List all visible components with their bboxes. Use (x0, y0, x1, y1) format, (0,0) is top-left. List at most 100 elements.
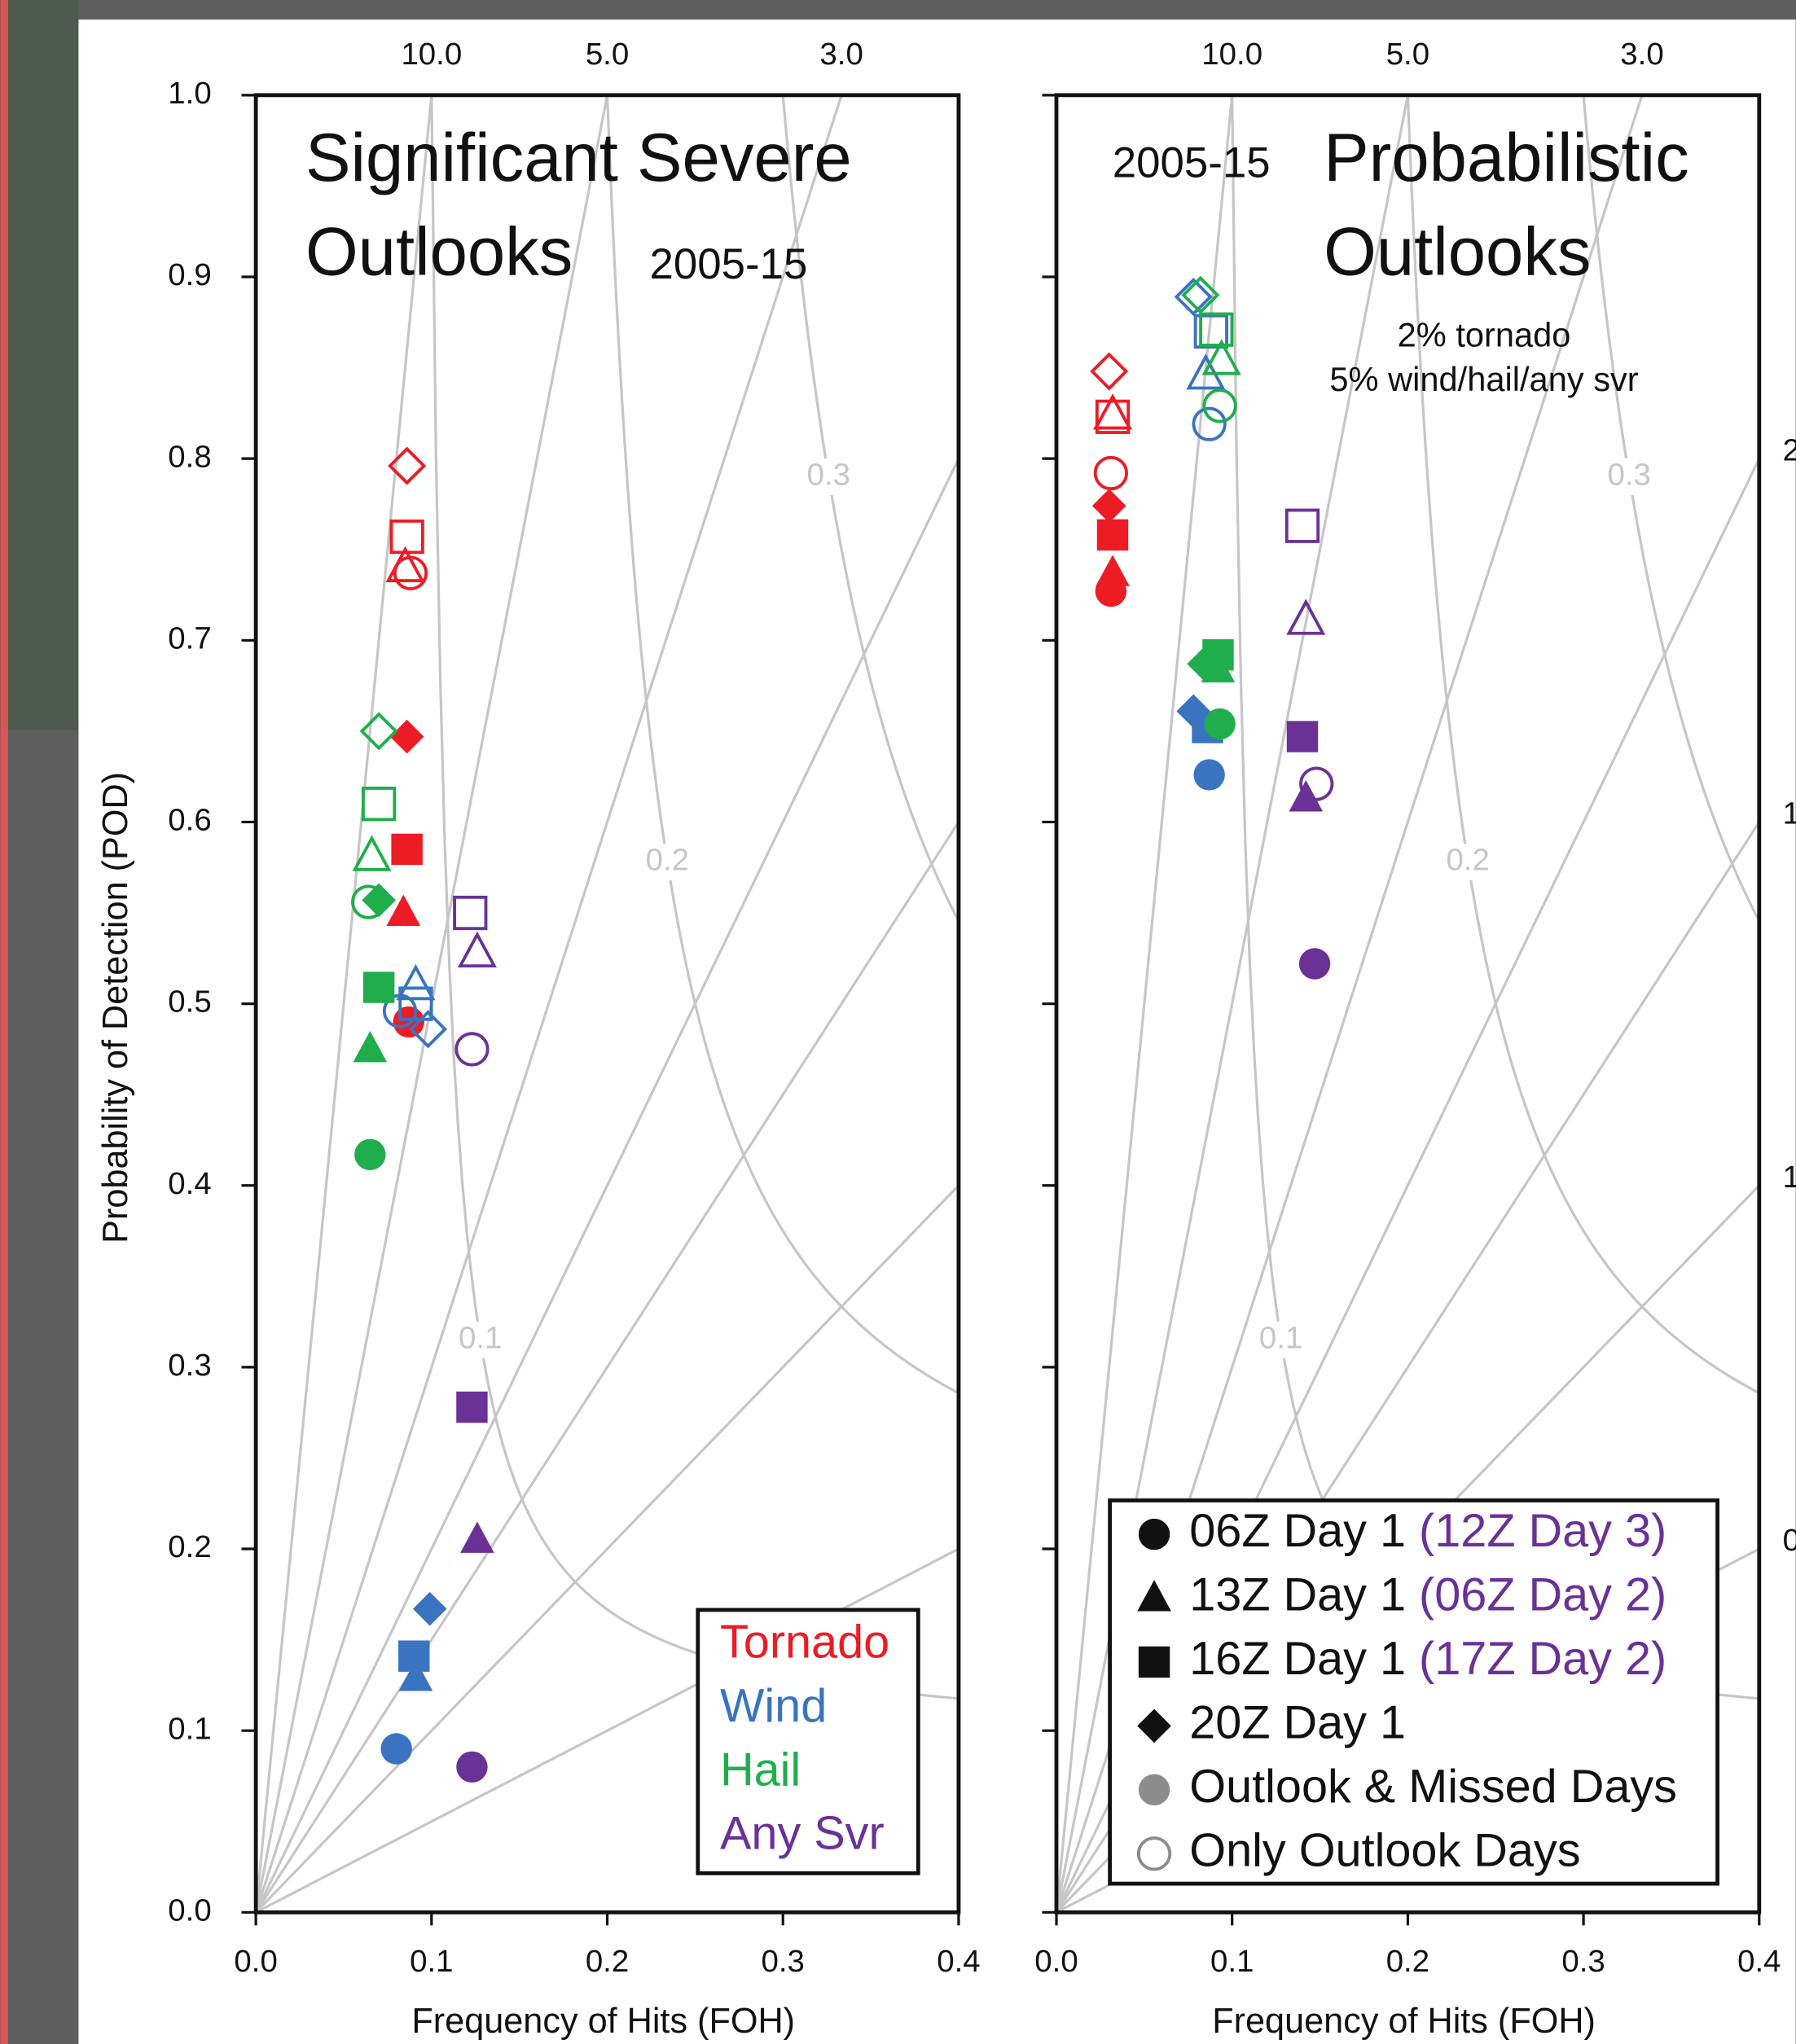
background-strip (0, 0, 79, 730)
marker-circle (1138, 1518, 1170, 1551)
marker-square (1095, 399, 1131, 434)
x-tick-label: 0.3 (762, 1944, 805, 1979)
marker-circle (1138, 1774, 1170, 1806)
legend-label: Any Svr (720, 1808, 885, 1860)
marker-diamond (388, 446, 427, 485)
marker-triangle (1286, 599, 1326, 635)
bias-label: 0.5 (1783, 1523, 1796, 1558)
marker-square (1138, 1646, 1170, 1678)
legend-label-text: 16Z Day 1 (1189, 1633, 1406, 1685)
y-axis-title: Probability of Detection (POD) (96, 772, 135, 1244)
csi-label: 0.2 (1446, 843, 1489, 878)
marker-square (1284, 508, 1320, 543)
marker-diamond (1090, 352, 1129, 391)
csi-label-bg (1254, 1322, 1307, 1358)
y-tick-label: 0.8 (168, 439, 211, 474)
csi-label: 0.1 (459, 1321, 502, 1356)
marker-square (1096, 519, 1129, 551)
marker-legend-label: 20Z Day 1 (1189, 1697, 1406, 1749)
csi-curve (1582, 94, 1759, 922)
marker-diamond (362, 883, 396, 918)
marker-square (1286, 721, 1319, 752)
marker-diamond (1181, 275, 1220, 314)
points (351, 446, 497, 1783)
bias-label: 2.0 (1783, 432, 1796, 467)
csi-curve (781, 94, 959, 922)
bias-label: 10.0 (1201, 37, 1262, 72)
marker-diamond (412, 1591, 447, 1626)
legend-note: (17Z Day 2) (1419, 1633, 1666, 1685)
marker-circle (354, 1138, 386, 1171)
marker-square (361, 786, 397, 822)
y-tick-label: 0.5 (168, 985, 211, 1020)
chart-title: Probabilistic (1324, 120, 1689, 195)
marker-diamond (1174, 278, 1213, 317)
y-tick-label: 0.4 (168, 1166, 211, 1201)
marker-circle (382, 993, 418, 1029)
marker-triangle (1092, 393, 1133, 430)
bias-label: 5.0 (586, 37, 629, 72)
annotation: 2% tornado (1398, 316, 1571, 354)
legend-note: (12Z Day 3) (1419, 1505, 1666, 1557)
marker-triangle (396, 963, 436, 1001)
background-edge (0, 0, 8, 2044)
y-tick-label: 0.2 (168, 1529, 211, 1564)
csi-label-bg (454, 1322, 507, 1358)
marker-triangle (386, 894, 421, 927)
x-tick-label: 0.4 (1737, 1944, 1781, 1979)
marker-square (453, 895, 488, 931)
marker-triangle (352, 835, 392, 871)
bias-label: 3.0 (1620, 37, 1663, 72)
bias-label: 10.0 (401, 37, 462, 72)
x-tick-label: 0.1 (410, 1944, 453, 1979)
legend-label-text: Only Outlook Days (1189, 1825, 1580, 1877)
csi-label: 0.3 (1607, 458, 1650, 493)
marker-circle (454, 1032, 490, 1067)
bias-label: 5.0 (1386, 37, 1429, 72)
x-tick-label: 0.2 (1386, 1944, 1429, 1979)
bias-label: 1.5 (1783, 796, 1796, 831)
csi-label-bg (641, 844, 694, 880)
marker-square (1199, 312, 1234, 347)
legend-label: Tornado (720, 1616, 889, 1668)
marker-square (391, 833, 423, 866)
marker-triangle (1201, 339, 1241, 375)
legend-note: (06Z Day 2) (1419, 1569, 1666, 1621)
legend-label-text: Outlook & Missed Days (1189, 1761, 1677, 1813)
x-tick-label: 0.3 (1561, 1944, 1605, 1979)
marker-diamond (408, 1010, 448, 1049)
marker-circle (456, 1751, 488, 1783)
marker-triangle (1137, 1580, 1171, 1612)
x-tick-label: 0.4 (937, 1944, 980, 1979)
x-tick-label: 0.2 (586, 1944, 629, 1979)
bias-line (1056, 94, 1234, 1913)
marker-diamond (359, 712, 398, 751)
legend-label-text: 06Z Day 1 (1189, 1505, 1406, 1557)
y-tick-label: 0.7 (168, 621, 211, 656)
marker-square (362, 972, 395, 1003)
marker-circle (1299, 766, 1334, 801)
x-tick-label: 0.0 (1034, 1944, 1078, 1979)
bias-label: 1.0 (1783, 1160, 1796, 1195)
marker-circle (1193, 759, 1225, 791)
legend-label: Wind (720, 1680, 827, 1732)
marker-legend-label: 13Z Day 1 (06Z Day 2) (1189, 1569, 1666, 1621)
y-tick-label: 0.1 (168, 1711, 211, 1746)
y-tick-label: 0.9 (168, 257, 211, 292)
marker-circle (1136, 1836, 1172, 1871)
marker-legend-label: 16Z Day 1 (17Z Day 2) (1189, 1633, 1666, 1685)
marker-circle (1192, 406, 1227, 441)
points (1090, 275, 1334, 980)
marker-triangle (457, 931, 497, 968)
marker-circle (393, 555, 428, 590)
marker-circle (1202, 388, 1237, 423)
marker-circle (1298, 948, 1331, 980)
chart-subtitle: 2005-15 (1113, 138, 1271, 186)
chart-subtitle: 2005-15 (650, 240, 808, 288)
marker-legend-label: Outlook & Missed Days (1189, 1761, 1677, 1813)
marker-circle (1204, 708, 1236, 740)
legend-label-text: 20Z Day 1 (1189, 1697, 1406, 1749)
marker-square (398, 986, 433, 1021)
chart-title: Outlooks (1324, 213, 1591, 289)
